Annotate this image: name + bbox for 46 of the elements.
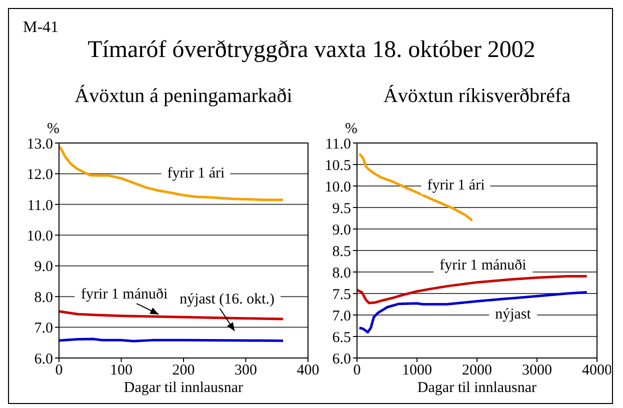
y-tick-label: 6.0 xyxy=(332,351,351,368)
y-tick-label: 7.0 xyxy=(34,320,53,337)
line-series xyxy=(358,290,588,334)
text: Tímaróf óverðtryggðra vaxta 18. október 2002 xyxy=(86,37,536,64)
y-axis-title: % xyxy=(47,121,60,138)
x-tick-label: 400 xyxy=(296,362,320,379)
x-tick-label: 2000 xyxy=(462,362,492,379)
series-label: fyrir 1 ári xyxy=(161,165,231,182)
y-tick-label: 10.0 xyxy=(26,228,53,244)
x-tick-label: 0 xyxy=(353,362,361,379)
x-tick-label: 1000 xyxy=(402,362,432,379)
series-label: nýjast xyxy=(489,306,537,324)
y-tick-label: 6.0 xyxy=(34,351,53,368)
x-tick-label: 300 xyxy=(234,362,257,379)
y-tick-label: 12.0 xyxy=(26,167,53,184)
y-tick-label: 9.0 xyxy=(34,259,53,276)
y-tick-label: 8.0 xyxy=(332,265,351,282)
y-tick-label: 7.5 xyxy=(332,286,351,303)
y-axis-title: % xyxy=(345,121,358,138)
y-tick-label: 7.0 xyxy=(332,308,351,324)
y-tick-label: 6.5 xyxy=(332,330,351,346)
y-tick-label: 13.0 xyxy=(26,136,53,152)
y-tick-label: 10.0 xyxy=(324,179,351,196)
line-series xyxy=(59,310,284,320)
y-tick-label: 8.5 xyxy=(332,244,351,260)
line-series xyxy=(59,144,284,202)
x-tick-label: 100 xyxy=(110,362,132,379)
y-tick-label: 8.0 xyxy=(34,290,53,306)
x-tick-label: 0 xyxy=(55,362,63,379)
text: nýjast (16. okt.) xyxy=(174,291,281,308)
x-axis-title: Dagar til innlausnar xyxy=(122,380,244,397)
text: M-41 xyxy=(23,19,59,37)
y-tick-label: 9.5 xyxy=(332,200,351,217)
y-tick-label: 10.5 xyxy=(324,158,351,174)
series-label: fyrir 1 mánuði xyxy=(434,257,532,274)
line-series xyxy=(357,275,588,304)
x-tick-label: 3000 xyxy=(522,362,552,379)
x-axis-title: Dagar til innlausnar xyxy=(416,380,538,397)
y-tick-label: 9.0 xyxy=(332,222,351,238)
y-tick-label: 11.0 xyxy=(325,136,351,152)
x-tick-label: 200 xyxy=(172,362,195,379)
y-tick-label: 11.0 xyxy=(27,198,53,214)
chart-title: Ávöxtun á peningamarkaði xyxy=(74,85,294,108)
series-label: fyrir 1 ári xyxy=(421,178,491,194)
series-label: fyrir 1 mánuði xyxy=(75,286,174,304)
chart-title: Ávöxtun ríkisverðbréfa xyxy=(382,85,572,108)
